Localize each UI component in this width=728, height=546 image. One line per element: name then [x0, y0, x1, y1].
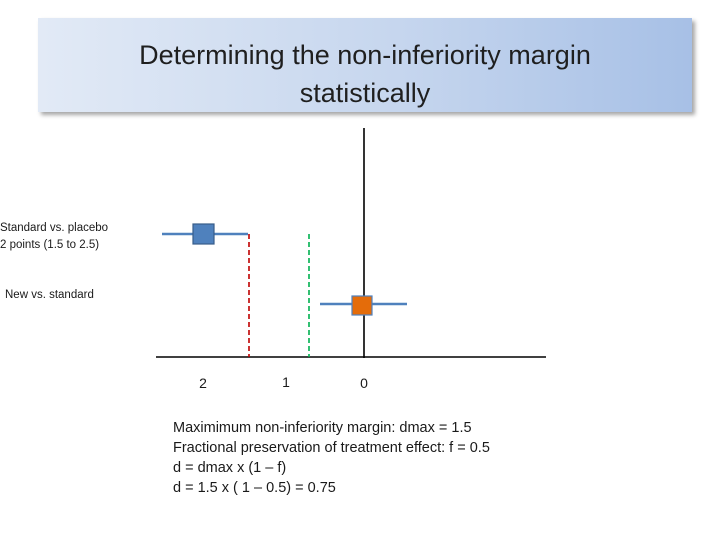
standard-vs-placebo-label-1: Standard vs. placebo — [0, 222, 108, 234]
new-vs-standard-marker — [351, 295, 373, 316]
formula-line: d = 1.5 x ( 1 – 0.5) = 0.75 — [173, 480, 336, 496]
title-line-1: Determining the non-inferiority margin — [139, 40, 591, 70]
title-banner — [38, 18, 692, 112]
new-vs-standard-label: New vs. standard — [5, 289, 94, 301]
standard-vs-placebo-label-2: 2 points (1.5 to 2.5) — [0, 239, 99, 251]
title-line-2: statistically — [299, 78, 431, 108]
standard-vs-placebo-marker — [192, 223, 215, 245]
tick-label-2: 2 — [199, 375, 207, 391]
tick-label-1: 1 — [282, 374, 290, 390]
formula-line: Maximimum non-inferiority margin: dmax =… — [173, 420, 472, 436]
formula-block: Maximimum non-inferiority margin: dmax =… — [173, 418, 490, 498]
tick-label-0: 0 — [360, 375, 368, 391]
page-title: Determining the non-inferiority margin s… — [38, 36, 692, 112]
formula-line: Fractional preservation of treatment eff… — [173, 440, 490, 456]
formula-line: d = dmax x (1 – f) — [173, 460, 287, 476]
